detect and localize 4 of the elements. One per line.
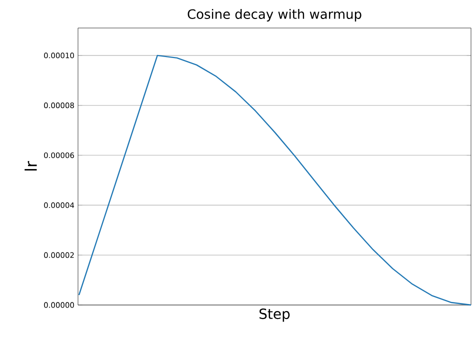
chart-title: Cosine decay with warmup — [188, 8, 362, 22]
y-axis-title: lr — [24, 161, 37, 170]
line-series — [78, 54, 472, 306]
x-axis-title: Step — [260, 308, 290, 322]
